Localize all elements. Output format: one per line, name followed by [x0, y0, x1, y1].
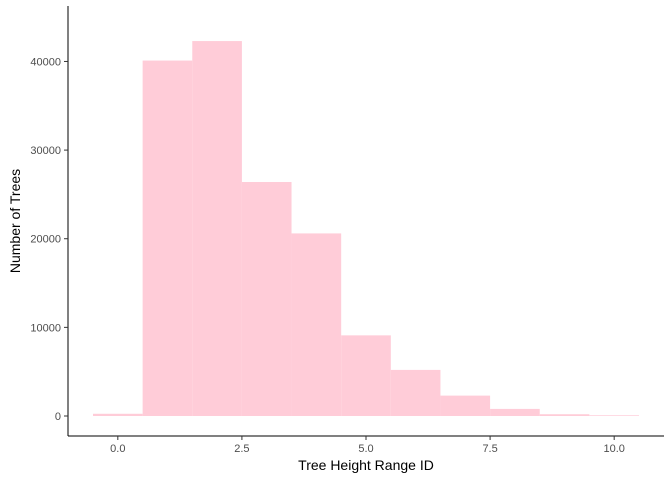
- x-tick-label: 0.0: [110, 443, 125, 455]
- histogram-bar: [93, 413, 143, 416]
- x-tick-label: 2.5: [234, 443, 249, 455]
- x-tick-label: 5.0: [358, 443, 373, 455]
- x-tick-label: 10.0: [603, 443, 624, 455]
- histogram-bar: [192, 41, 242, 417]
- y-axis-title: Number of Trees: [7, 169, 23, 273]
- ticks-layer: 0 10000 20000 30000 40000 0.0 2.5 5.0 7.5 10.0: [30, 56, 624, 455]
- histogram-bar: [490, 408, 540, 416]
- y-tick-label: 0: [55, 411, 61, 423]
- histogram-bar: [341, 335, 391, 416]
- y-tick-label: 30000: [30, 145, 61, 157]
- histogram-bar: [241, 182, 292, 416]
- histogram-bar: [440, 395, 491, 416]
- histogram-bar: [390, 369, 441, 416]
- histogram-bar: [142, 60, 193, 417]
- histogram-bar: [291, 233, 342, 416]
- y-tick-label: 40000: [30, 56, 61, 68]
- x-axis-title: Tree Height Range ID: [298, 457, 434, 473]
- histogram-bar: [589, 415, 639, 416]
- y-tick-label: 10000: [30, 322, 61, 334]
- y-tick-label: 20000: [30, 234, 61, 246]
- histogram-bar: [539, 414, 590, 416]
- bars-layer: [93, 41, 639, 417]
- x-tick-label: 7.5: [482, 443, 497, 455]
